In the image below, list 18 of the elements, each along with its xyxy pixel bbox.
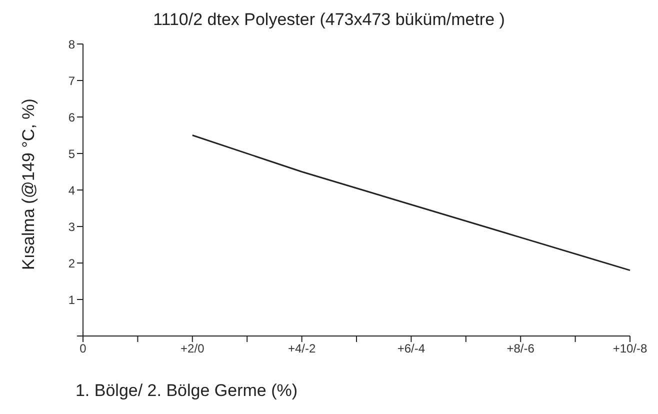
line-series [192, 134, 631, 272]
x-tick-label: +2/0 [180, 342, 205, 356]
x-axis-title: 1. Bölge/ 2. Bölge Germe (%) [75, 381, 298, 400]
y-tick-label: 2 [68, 256, 76, 270]
y-tick-label: 4 [68, 183, 76, 198]
y-tick-label: 5 [68, 146, 76, 161]
x-tick-label: +6/-4 [397, 342, 426, 356]
chart-title: 1110/2 dtex Polyester (473x473 büküm/metre ) [152, 9, 506, 31]
y-tick-label: 8 [68, 37, 76, 52]
y-tick-label: 3 [68, 220, 76, 234]
x-tick-label: 0 [80, 342, 87, 356]
y-tick-label: 7 [68, 74, 76, 88]
x-tick-label: +10/-8 [612, 342, 648, 356]
y-tick-label: 6 [68, 110, 76, 124]
y-tick-label: 1 [68, 292, 76, 307]
y-axis-title: Kısalma (@149 °C, %) [19, 98, 38, 270]
x-tick-label: +8/-6 [506, 342, 535, 356]
x-tick-label: +4/-2 [288, 342, 316, 356]
